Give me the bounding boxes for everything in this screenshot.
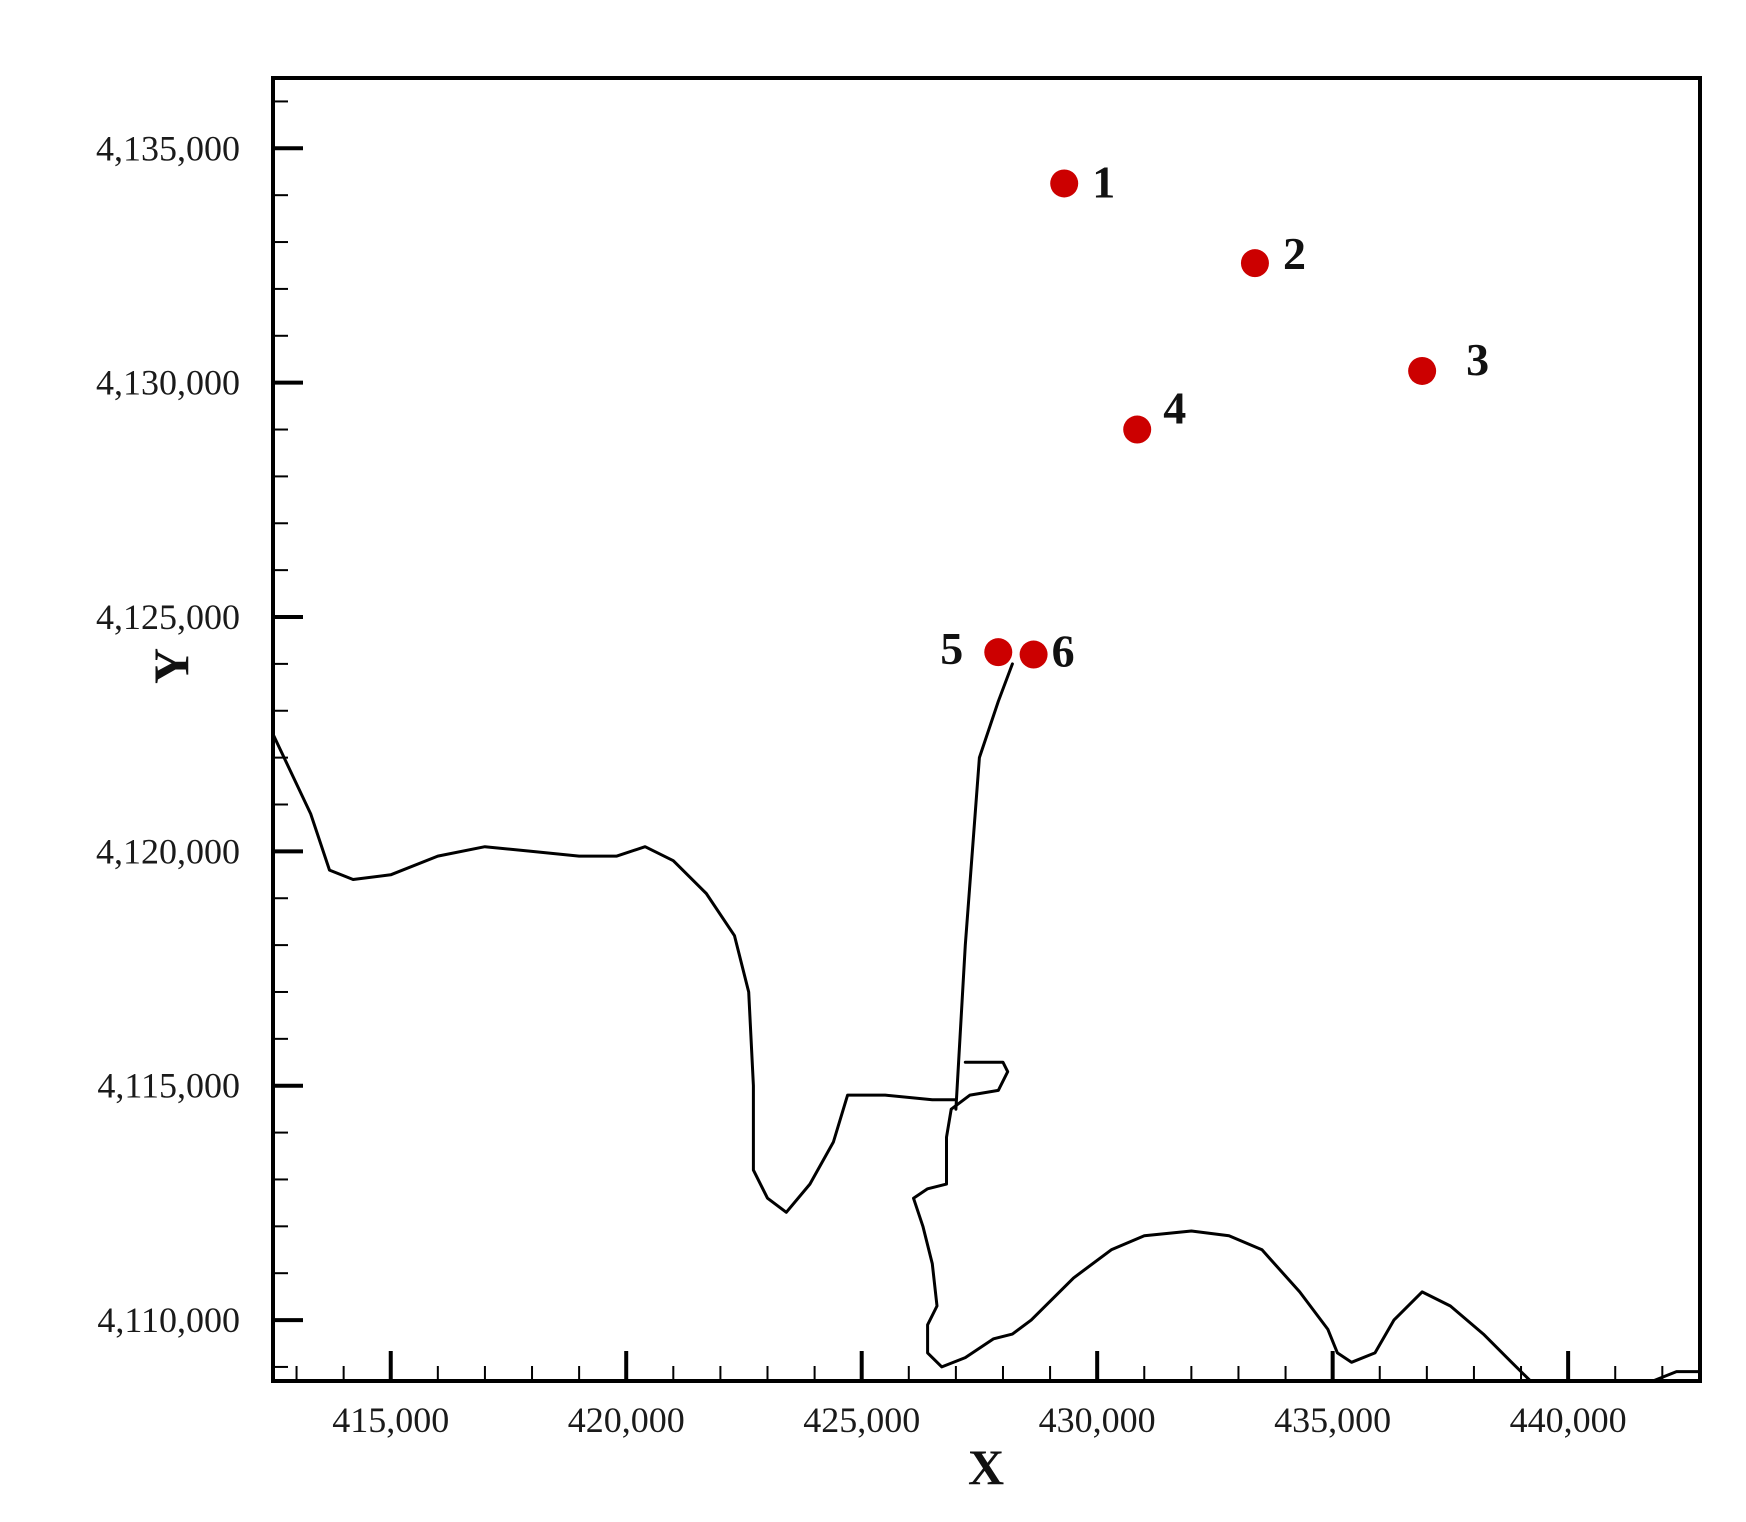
point-label-5: 5 xyxy=(940,623,963,674)
point-5 xyxy=(984,638,1013,667)
y-tick-label: 4,110,000 xyxy=(97,1300,240,1340)
point-label-4: 4 xyxy=(1163,383,1186,434)
x-tick-label: 435,000 xyxy=(1274,1400,1391,1440)
plot-frame xyxy=(271,76,1702,1383)
point-1 xyxy=(1050,169,1079,198)
point-label-6: 6 xyxy=(1052,626,1075,677)
x-tick-label: 430,000 xyxy=(1039,1400,1156,1440)
boundary-line-4 xyxy=(1651,1370,1702,1383)
y-tick-label: 4,115,000 xyxy=(97,1066,240,1106)
boundary-line-2 xyxy=(954,662,1014,1111)
x-tick-label: 415,000 xyxy=(332,1400,449,1440)
y-tick-label: 4,120,000 xyxy=(96,831,240,871)
point-6 xyxy=(1019,640,1048,669)
point-3 xyxy=(1408,356,1437,385)
point-label-1: 1 xyxy=(1092,156,1115,207)
y-tick-label: 4,125,000 xyxy=(96,597,240,637)
y-tick-label: 4,135,000 xyxy=(96,128,240,168)
boundary-line-1 xyxy=(271,732,958,1214)
point-label-3: 3 xyxy=(1466,334,1489,385)
boundary-line-3 xyxy=(912,1060,1532,1383)
point-4 xyxy=(1123,415,1152,444)
x-tick-label: 440,000 xyxy=(1510,1400,1627,1440)
axis-ticks: 415,000 420,000 425,000 430,000 435,000 440,0… xyxy=(96,100,1664,1440)
x-axis-title: X xyxy=(968,1439,1004,1495)
boundary-lines xyxy=(271,662,1702,1383)
y-axis-title: Y xyxy=(143,648,199,684)
point-2 xyxy=(1240,249,1269,278)
point-label-2: 2 xyxy=(1283,228,1306,279)
y-tick-label: 4,130,000 xyxy=(96,363,240,403)
x-tick-label: 420,000 xyxy=(568,1400,685,1440)
x-tick-label: 425,000 xyxy=(803,1400,920,1440)
points-layer: 1 2 3 4 5 6 xyxy=(940,156,1489,676)
